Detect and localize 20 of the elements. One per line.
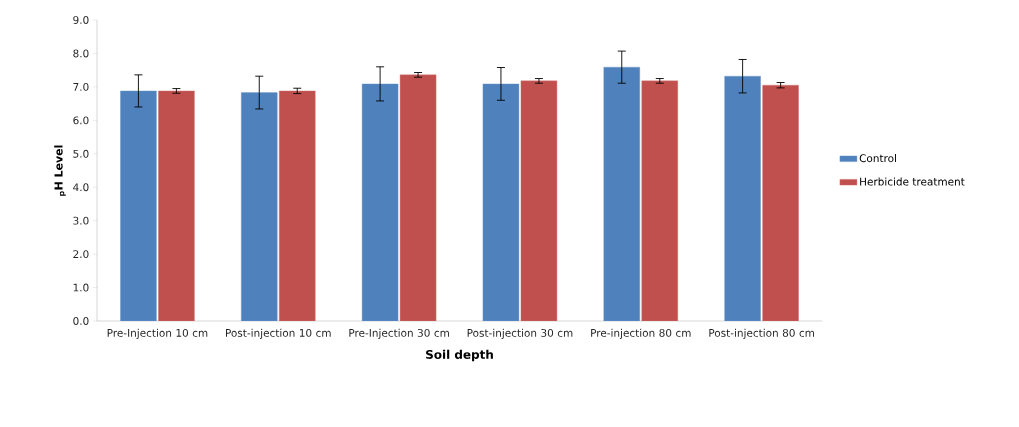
x-tick-label: Pre-Injection 30 cm (349, 328, 449, 339)
y-tick-label: 3.0 (73, 216, 89, 225)
x-tick-label: Pre-injection 80 cm (591, 328, 691, 339)
y-tick-label: 8.0 (73, 49, 89, 58)
y-tick-label: 1.0 (73, 283, 89, 292)
y-axis-title: $_{p}$H Level (54, 145, 66, 196)
y-tick-label: 9.0 (73, 16, 89, 24)
y-tick-label: 2.0 (73, 250, 89, 259)
legend-label: Herbicide treatment (860, 177, 965, 186)
x-tick-label: Post-injection 30 cm (467, 328, 573, 339)
x-tick-label: Post-injection 10 cm (226, 328, 331, 339)
y-tick-label: 5.0 (73, 149, 89, 158)
y-tick-label: 0.0 (73, 317, 89, 325)
y-tick-label: 7.0 (73, 82, 89, 91)
x-tick-label: Pre-Injection 10 cm (107, 328, 208, 339)
legend-label: Control (859, 154, 896, 163)
x-tick-label: Post-injection 80 cm (709, 328, 814, 339)
y-tick-label: 6.0 (73, 116, 89, 125)
x-axis-title: Soil depth (426, 349, 493, 362)
y-tick-label: 4.0 (73, 183, 89, 192)
